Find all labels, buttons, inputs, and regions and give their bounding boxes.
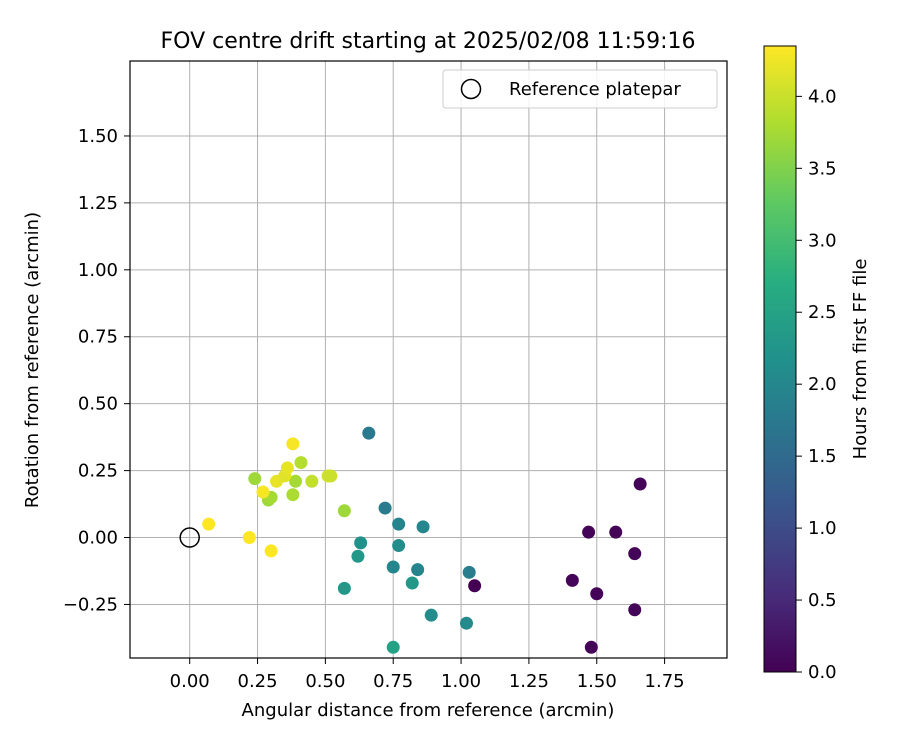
x-tick-label: 0.50 <box>305 671 345 692</box>
y-tick-label: 0.75 <box>78 327 118 348</box>
scatter-point <box>378 501 392 515</box>
scatter-point <box>392 517 406 531</box>
scatter-point <box>459 616 473 630</box>
colorbar-gradient <box>763 45 797 673</box>
colorbar-tick-label: 2.5 <box>808 302 837 323</box>
scatter-point <box>628 547 642 561</box>
scatter-point <box>582 525 596 539</box>
chart-title: FOV centre drift starting at 2025/02/08 … <box>161 29 696 54</box>
colorbar-ticks: 0.0 0.5 1.0 1.5 2.0 2.5 3.0 3.5 4.0 <box>796 86 837 683</box>
colorbar-tick-label: 2.0 <box>808 374 837 395</box>
scatter-point <box>294 456 308 470</box>
x-tick-label: 1.00 <box>441 671 481 692</box>
scatter-point <box>584 640 598 654</box>
colorbar-tick-label: 0.5 <box>808 590 837 611</box>
scatter-point <box>289 474 303 488</box>
scatter-point <box>633 477 647 491</box>
data-points <box>202 426 647 654</box>
x-tick-label: 0.75 <box>373 671 413 692</box>
x-tick-label: 1.25 <box>509 671 549 692</box>
colorbar-tick-label: 0.0 <box>808 662 837 683</box>
scatter-point <box>256 485 270 499</box>
x-tick-label: 1.50 <box>577 671 617 692</box>
scatter-point <box>386 640 400 654</box>
y-tick-label: 0.25 <box>78 461 118 482</box>
scatter-point <box>305 474 319 488</box>
legend: Reference platepar <box>442 69 718 109</box>
scatter-point <box>286 488 300 502</box>
y-tick-label: −0.25 <box>63 594 118 615</box>
y-tick-label: 1.25 <box>78 193 118 214</box>
y-tick-label: 1.50 <box>78 126 118 147</box>
scatter-point <box>392 539 406 553</box>
scatter-point <box>590 587 604 601</box>
colorbar-tick-label: 3.5 <box>808 158 837 179</box>
grid-lines <box>130 61 727 658</box>
plot-frame <box>129 60 728 659</box>
y-tick-label: 1.00 <box>78 260 118 281</box>
scatter-point <box>202 517 216 531</box>
scatter-point <box>565 573 579 587</box>
colorbar-label: Hours from first FF file <box>850 259 871 460</box>
scatter-point <box>242 531 256 545</box>
scatter-point <box>628 603 642 617</box>
colorbar-tick-label: 4.0 <box>808 86 837 107</box>
scatter-point <box>286 437 300 451</box>
colorbar: 0.0 0.5 1.0 1.5 2.0 2.5 3.0 3.5 4.0 Hours from f… <box>763 45 871 683</box>
scatter-point <box>362 426 376 440</box>
legend-marker-reference-platepar <box>460 78 482 100</box>
legend-label-reference-platepar: Reference platepar <box>509 79 681 100</box>
reference-layer <box>179 527 200 548</box>
scatter-point <box>351 549 365 563</box>
scatter-point <box>411 563 425 577</box>
scatter-point <box>468 579 482 593</box>
y-axis-label: Rotation from reference (arcmin) <box>22 212 43 508</box>
scatter-point <box>337 504 351 518</box>
scatter-point <box>264 544 278 558</box>
legend-box <box>442 69 718 109</box>
scatter-point <box>324 469 338 483</box>
scatter-point <box>416 520 430 534</box>
colorbar-tick-label: 1.0 <box>808 518 837 539</box>
y-axis-ticks: −0.25 0.00 0.25 0.50 0.75 1.00 1.25 1.50 <box>63 126 130 615</box>
colorbar-tick-label: 1.5 <box>808 446 837 467</box>
scatter-point <box>337 581 351 595</box>
scatter-point <box>386 560 400 574</box>
reference-platepar-marker <box>179 527 200 548</box>
x-tick-label: 0.00 <box>170 671 210 692</box>
scatter-point <box>424 608 438 622</box>
scatter-point <box>248 472 262 486</box>
scatter-point <box>462 565 476 579</box>
scatter-point <box>354 536 368 550</box>
x-tick-label: 1.75 <box>645 671 685 692</box>
x-axis-label: Angular distance from reference (arcmin) <box>242 700 615 721</box>
scatter-point <box>280 461 294 475</box>
scatter-point <box>405 576 419 590</box>
x-axis-ticks: 0.00 0.25 0.50 0.75 1.00 1.25 1.50 1.75 <box>170 658 685 692</box>
y-tick-label: 0.00 <box>78 528 118 549</box>
x-tick-label: 0.25 <box>238 671 278 692</box>
y-tick-label: 0.50 <box>78 394 118 415</box>
colorbar-tick-label: 3.0 <box>808 230 837 251</box>
scatter-point <box>609 525 623 539</box>
